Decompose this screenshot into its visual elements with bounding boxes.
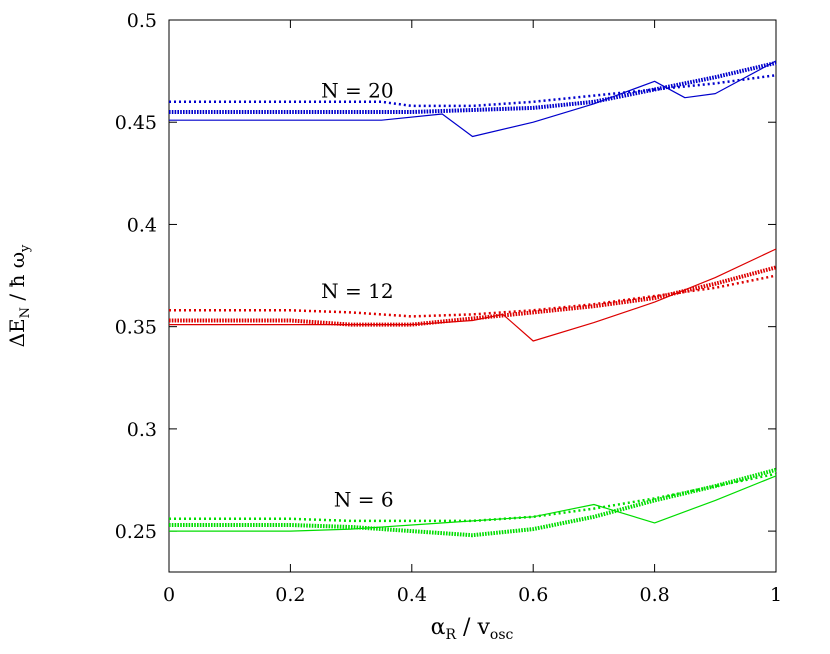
series-line-solid — [169, 248, 777, 342]
x-label-unit-sub: osc — [490, 627, 514, 643]
series-line-dotted — [169, 472, 777, 523]
series-group — [169, 248, 777, 342]
series-layer — [169, 60, 777, 538]
annotation-layer: N = 20 N = 12 N = 6 — [321, 79, 393, 512]
series-line-thick-dotted — [169, 467, 777, 538]
x-label-unit: v — [476, 615, 490, 640]
group-annotation: N = 20 — [321, 79, 393, 103]
x-label-sep: / — [456, 615, 477, 640]
x-tick-label: 0 — [163, 584, 175, 606]
series-group — [169, 60, 777, 138]
series-line-solid — [169, 60, 777, 138]
group-annotation: N = 12 — [321, 279, 393, 303]
y-tick-label: 0.3 — [127, 419, 157, 441]
y-label-sep: / — [5, 288, 29, 307]
y-label-base: ΔE — [5, 318, 29, 347]
y-tick-label: 0.25 — [115, 521, 157, 543]
y-tick-label: 0.4 — [127, 214, 157, 236]
y-label-base-sub: N — [18, 307, 33, 318]
y-label-unit-sub: y — [18, 244, 33, 253]
y-axis-label: ΔEN / ħ ωy — [5, 244, 33, 347]
x-label-base-sub: R — [446, 627, 457, 643]
series-line-thick-dotted — [169, 265, 777, 327]
series-line-dotted — [169, 73, 777, 108]
x-tick-label: 0.4 — [397, 584, 427, 606]
y-tick-label: 0.5 — [127, 10, 157, 32]
axis-ticks: 0 0.2 0.4 0.6 0.8 1 0.25 0.3 0.35 0.4 0.45 0.5 — [115, 10, 782, 606]
series-line-dotted — [169, 274, 777, 318]
x-tick-label: 1 — [770, 584, 782, 606]
series-line-solid — [169, 475, 777, 532]
y-tick-label: 0.45 — [115, 112, 157, 134]
series-group — [169, 467, 777, 538]
x-tick-label: 0.2 — [275, 584, 305, 606]
series-line-thick-dotted — [169, 60, 777, 114]
plot-frame — [168, 19, 777, 573]
group-annotation: N = 6 — [334, 488, 394, 512]
y-tick-label: 0.35 — [115, 317, 157, 339]
x-tick-label: 0.8 — [639, 584, 669, 606]
x-label-base: α — [431, 615, 446, 640]
x-tick-label: 0.6 — [518, 584, 548, 606]
y-label-unit: ħ ω — [5, 252, 29, 288]
x-axis-label: αR / vosc — [431, 615, 514, 643]
